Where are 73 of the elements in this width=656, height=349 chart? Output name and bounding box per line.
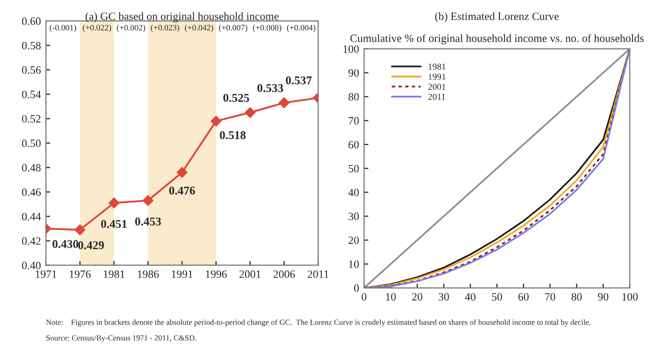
y-tick-label: 0.40 bbox=[22, 262, 41, 270]
text: 0.537 bbox=[286, 76, 312, 84]
text: 0.429 bbox=[78, 241, 104, 250]
y-tick-label: 100 bbox=[344, 45, 359, 53]
y-tick-label: 0.50 bbox=[22, 140, 41, 148]
y-tick-label: 0.54 bbox=[22, 90, 41, 98]
chart-subtitle: Cumulative % of original household income vs. no. of households bbox=[350, 34, 644, 44]
y-tick-label: 0.58 bbox=[22, 42, 41, 50]
annotation: (-0.001) bbox=[50, 24, 76, 32]
point bbox=[210, 116, 222, 127]
y-tick-label: 0.48 bbox=[22, 164, 41, 172]
point bbox=[74, 224, 86, 236]
x-tick-label: 40 bbox=[465, 293, 476, 301]
annotation: (+0.022) bbox=[82, 24, 112, 32]
text: 0.476 bbox=[169, 186, 195, 195]
y-tick-label: 0.60 bbox=[22, 17, 41, 25]
y-tick-label: 0.46 bbox=[22, 188, 41, 196]
y-tick-label: 80 bbox=[348, 93, 359, 101]
y-tick-label: 40 bbox=[348, 188, 359, 196]
x-tick-label: 1976 bbox=[70, 270, 91, 278]
y-tick-label: 0 bbox=[354, 284, 359, 292]
x-tick-label: 2011 bbox=[308, 270, 328, 278]
annotation: (+0.042) bbox=[184, 24, 214, 32]
y-tick-label: 0.52 bbox=[22, 115, 40, 123]
text: 0.453 bbox=[135, 218, 161, 226]
x-tick-label: 10 bbox=[386, 293, 396, 301]
annotation: (+0.023) bbox=[150, 24, 180, 32]
legend-label: 2011 bbox=[428, 94, 446, 100]
y-tick-label: 60 bbox=[348, 140, 359, 148]
text: 0.518 bbox=[220, 131, 246, 140]
y-tick-label: 0.42 bbox=[22, 237, 40, 245]
x-tick-label: 1971 bbox=[36, 270, 56, 278]
text: 0.430 bbox=[52, 240, 78, 248]
x-tick-label: 0 bbox=[362, 293, 366, 301]
x-tick-label: 1986 bbox=[138, 270, 159, 278]
annotation: (+0.007) bbox=[218, 24, 248, 32]
point bbox=[142, 195, 154, 206]
x-tick-label: 80 bbox=[571, 293, 582, 301]
y-tick-label: 0.44 bbox=[22, 212, 41, 220]
x-tick-label: 90 bbox=[598, 293, 608, 301]
y-tick-label: 90 bbox=[348, 69, 359, 77]
chart-title: (b) Estimated Lorenz Curve bbox=[435, 12, 559, 22]
x-tick-label: 1981 bbox=[104, 270, 124, 278]
y-tick-label: 20 bbox=[348, 236, 359, 244]
x-tick-label: 20 bbox=[412, 293, 422, 301]
x-tick-label: 2001 bbox=[239, 270, 261, 278]
legend-label: 1991 bbox=[428, 74, 446, 80]
x-tick-label: 100 bbox=[622, 293, 638, 301]
x-tick-label: 1996 bbox=[206, 270, 227, 278]
point bbox=[108, 198, 120, 208]
y-tick-label: 0.56 bbox=[22, 66, 41, 74]
x-tick-label: 1991 bbox=[172, 270, 192, 278]
text: 0.533 bbox=[257, 84, 284, 92]
x-tick-label: 30 bbox=[438, 293, 449, 301]
y-tick-label: 10 bbox=[349, 260, 359, 268]
text: 0.451 bbox=[101, 220, 127, 228]
y-tick-label: 70 bbox=[348, 117, 359, 125]
point bbox=[176, 166, 188, 178]
annotation: (+0.004) bbox=[287, 24, 316, 32]
text: 0.525 bbox=[223, 94, 250, 102]
annotation: (+0.002) bbox=[116, 24, 146, 32]
chart-title: (a) GC based on original household income bbox=[86, 12, 279, 22]
x-tick-label: 2006 bbox=[274, 270, 295, 278]
x-tick-label: 70 bbox=[545, 293, 556, 301]
point bbox=[278, 97, 290, 108]
point bbox=[244, 107, 256, 118]
x-tick-label: 60 bbox=[518, 293, 529, 301]
legend-label: 2001 bbox=[428, 84, 446, 90]
legend-label: 1981 bbox=[428, 64, 446, 70]
x-tick-label: 50 bbox=[492, 293, 502, 301]
annotation: (+0.008) bbox=[252, 24, 282, 32]
y-tick-label: 30 bbox=[348, 212, 359, 220]
y-tick-label: 50 bbox=[348, 164, 359, 172]
